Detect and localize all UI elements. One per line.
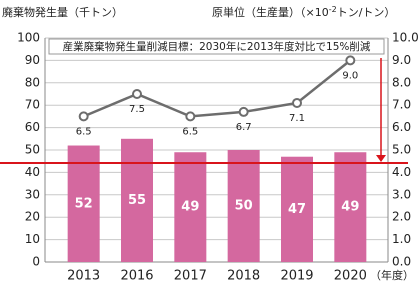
- y2-tick-label: 2.0: [392, 210, 411, 224]
- bar: [334, 152, 367, 262]
- y-axis-title: 廃棄物発生量（千トン）: [2, 5, 123, 19]
- bar: [121, 138, 153, 262]
- line-label: 7.5: [129, 104, 145, 115]
- line-marker: [292, 97, 302, 108]
- y2-tick-label: 10.0: [392, 31, 419, 45]
- line-marker: [345, 55, 356, 66]
- x-tick-label: 2017: [174, 269, 207, 284]
- bar: [174, 152, 207, 262]
- y-tick-label: 100: [17, 31, 40, 45]
- annotation-box: [48, 38, 385, 55]
- y2-tick-label: 6.0: [392, 120, 411, 134]
- bar-label: 49: [341, 200, 359, 215]
- y2-axis-title: 原単位（生産量）（×10-2トン/トン）: [212, 5, 395, 20]
- x-tick-label: 2013: [67, 269, 100, 284]
- y2-title-main: 原単位（生産量）（×10: [212, 5, 329, 19]
- y-tick-label: 20: [25, 210, 40, 224]
- y2-tick-label: 9.0: [392, 53, 411, 67]
- x-tick-label: 2020: [334, 269, 367, 284]
- bar-label: 47: [288, 202, 306, 217]
- y2-tick-label: 5.0: [392, 143, 411, 157]
- y2-tick-label: 7.0: [392, 98, 411, 112]
- bar-label: 55: [128, 193, 146, 208]
- line-marker: [78, 111, 89, 122]
- bar: [227, 150, 260, 262]
- y-tick-label: 60: [25, 120, 40, 134]
- bar-label: 49: [181, 200, 199, 215]
- y-tick-label: 0: [32, 255, 40, 269]
- y2-tick-label: 0.0: [392, 255, 411, 269]
- x-tick-label: 2019: [280, 269, 313, 284]
- line-label: 6.5: [182, 126, 198, 137]
- annotation: 産業廃棄物発生量削減目標：2030年に2013年度対比で15%削減: [63, 40, 371, 53]
- bar: [281, 156, 313, 262]
- line-label: 7.1: [289, 113, 305, 124]
- y-tick-label: 10: [25, 232, 40, 246]
- line-marker: [132, 89, 142, 99]
- y2-title-exp: -2: [329, 5, 337, 14]
- bar-label: 52: [75, 196, 93, 211]
- y-tick-label: 40: [25, 165, 40, 179]
- y-tick-label: 90: [25, 53, 40, 67]
- y-tick-label: 80: [25, 75, 40, 89]
- x-tick-label: 2016: [120, 269, 153, 284]
- y-tick-label: 50: [25, 143, 40, 157]
- y-tick-label: 30: [25, 187, 40, 201]
- line-marker: [238, 106, 249, 117]
- bar-label: 50: [235, 199, 253, 214]
- target-arrowhead: [376, 154, 386, 162]
- y2-tick-label: 8.0: [392, 75, 411, 89]
- line-label: 6.5: [76, 126, 92, 137]
- x-tick-label: 2018: [227, 269, 260, 284]
- y2-tick-label: 1.0: [392, 232, 411, 246]
- y-tick-label: 70: [25, 98, 40, 112]
- x-unit: （年度）: [370, 268, 414, 282]
- y2-tick-label: 4.0: [392, 165, 411, 179]
- y2-tick-label: 3.0: [392, 187, 411, 201]
- line: [83, 59, 352, 118]
- line-label: 6.7: [236, 122, 252, 133]
- line-marker: [185, 111, 196, 122]
- bar: [67, 145, 100, 262]
- y2-title-end: トン/トン）: [337, 6, 396, 19]
- line-label: 9.0: [342, 70, 358, 81]
